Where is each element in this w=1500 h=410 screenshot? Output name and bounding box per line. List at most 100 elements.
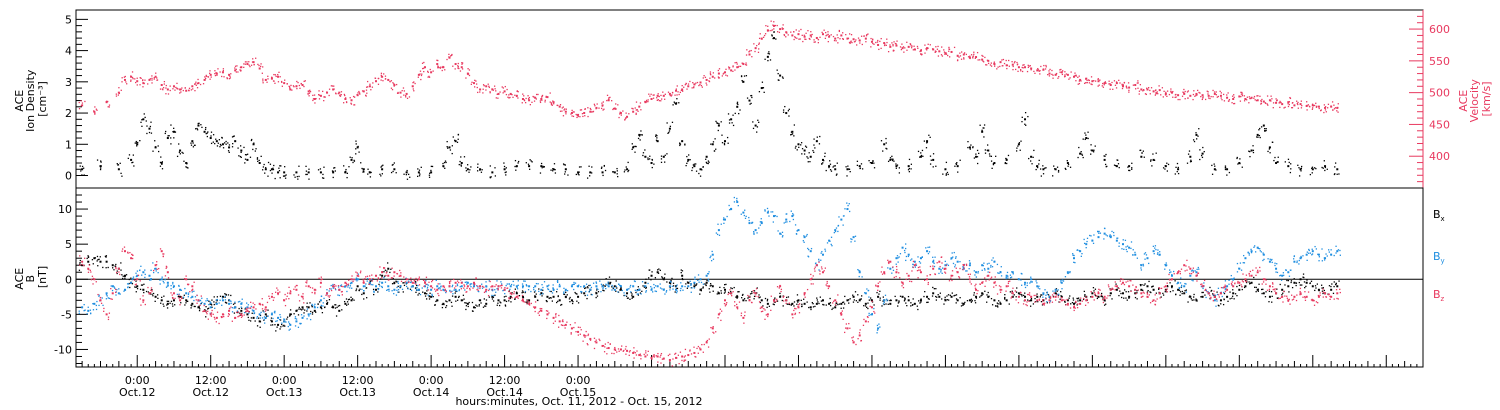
bx-point-scatter — [688, 282, 690, 284]
bx-point-scatter — [669, 287, 671, 289]
by-point-scatter — [356, 280, 358, 282]
density-point — [870, 162, 873, 165]
density-point-scatter — [284, 175, 286, 177]
density-point-scatter — [323, 166, 325, 168]
bx-point-scatter — [680, 271, 682, 274]
bx-point — [760, 299, 763, 302]
bx-point-scatter — [455, 300, 457, 302]
bx-point — [1024, 295, 1027, 298]
velocity-point-scatter — [468, 74, 471, 77]
velocity-point — [730, 69, 733, 72]
bx-point — [258, 320, 261, 323]
velocity-point-scatter — [412, 81, 414, 84]
bx-point-scatter — [115, 263, 117, 266]
velocity-point-scatter — [350, 102, 352, 104]
bx-point-scatter — [478, 303, 480, 306]
density-point-scatter — [778, 79, 780, 81]
density-point-scatter — [443, 161, 446, 164]
by-point-scatter — [932, 259, 935, 261]
bx-point-scatter — [980, 295, 982, 297]
velocity-point-scatter — [118, 92, 121, 95]
density-point-scatter — [305, 173, 307, 176]
density-point-scatter — [167, 135, 169, 137]
density-point-scatter — [332, 176, 334, 179]
velocity-point — [1256, 99, 1259, 102]
by-point-scatter — [144, 269, 146, 271]
velocity-point-scatter — [787, 34, 789, 36]
bx-point-scatter — [369, 280, 372, 283]
density-point-scatter — [928, 134, 930, 136]
density-point-scatter — [750, 95, 752, 97]
bx-point-scatter — [964, 301, 966, 304]
bx-point-scatter — [789, 303, 791, 306]
bx-point-scatter — [1335, 283, 1338, 285]
velocity-point-scatter — [257, 63, 259, 66]
by-point-scatter — [358, 278, 360, 281]
velocity-point-scatter — [872, 38, 874, 40]
density-point-scatter — [1224, 168, 1227, 171]
density-point — [675, 102, 678, 105]
velocity-point-scatter — [647, 99, 649, 101]
density-point-scatter — [272, 168, 275, 171]
density-point-scatter — [489, 165, 491, 167]
bx-point-scatter — [1024, 292, 1026, 294]
density-point-scatter — [1004, 162, 1007, 164]
velocity-point-scatter — [541, 95, 543, 97]
bx-point-scatter — [92, 263, 94, 265]
velocity-point-scatter — [525, 97, 527, 100]
velocity-point-scatter — [1078, 80, 1080, 82]
density-point — [766, 55, 769, 58]
bx-point-scatter — [825, 304, 827, 306]
by-point-scatter — [506, 283, 508, 285]
by-point-scatter — [347, 284, 350, 286]
by-point-scatter — [850, 238, 852, 240]
velocity-point — [338, 91, 341, 94]
by-point-scatter — [431, 293, 433, 295]
by-point-scatter — [426, 288, 429, 290]
bx-point-scatter — [585, 287, 587, 289]
bx-point-scatter — [230, 294, 232, 297]
velocity-point-scatter — [1217, 95, 1220, 98]
velocity-point-scatter — [835, 40, 837, 42]
density-point-scatter — [193, 144, 196, 146]
bx-point-scatter — [105, 255, 108, 257]
velocity-point — [711, 75, 714, 78]
velocity-point — [381, 75, 384, 78]
by-point — [736, 201, 739, 204]
velocity-point-scatter — [1128, 89, 1130, 92]
density-point-scatter — [306, 173, 308, 176]
by-point-scatter — [500, 281, 502, 283]
by-point-scatter — [884, 294, 887, 296]
x-tick-label-date: Oct.12 — [119, 386, 156, 399]
bx-point-scatter — [860, 298, 862, 300]
by-point-scatter — [715, 232, 718, 234]
density-point-scatter — [206, 135, 209, 138]
density-point-scatter — [807, 161, 809, 163]
bx-point-scatter — [812, 303, 814, 305]
top-right-axis-label: ACE Velocity [km/s] — [1457, 76, 1493, 123]
density-point-scatter — [294, 176, 296, 178]
by-point-scatter — [281, 322, 283, 324]
density-point-scatter — [260, 155, 262, 158]
velocity-point — [1177, 94, 1180, 97]
density-point-scatter — [346, 176, 348, 179]
density-point-scatter — [1214, 165, 1216, 167]
density-point-scatter — [736, 101, 739, 103]
velocity-point-scatter — [124, 75, 126, 78]
bx-point-scatter — [1196, 300, 1198, 302]
density-point-scatter — [1033, 149, 1035, 152]
by-point-scatter — [552, 287, 555, 289]
density-point-scatter — [284, 177, 287, 179]
density-point-scatter — [143, 113, 145, 115]
density-point-scatter — [392, 163, 394, 166]
velocity-point-scatter — [1291, 107, 1293, 109]
bx-point-scatter — [1035, 300, 1037, 303]
velocity-point-scatter — [1198, 91, 1200, 94]
by-point — [185, 292, 188, 295]
bx-point-scatter — [500, 302, 502, 304]
by-point-scatter — [709, 256, 711, 259]
velocity-point-scatter — [700, 84, 703, 87]
density-point — [926, 140, 929, 143]
bx-point-scatter — [961, 302, 963, 304]
by-point-scatter — [859, 270, 861, 272]
